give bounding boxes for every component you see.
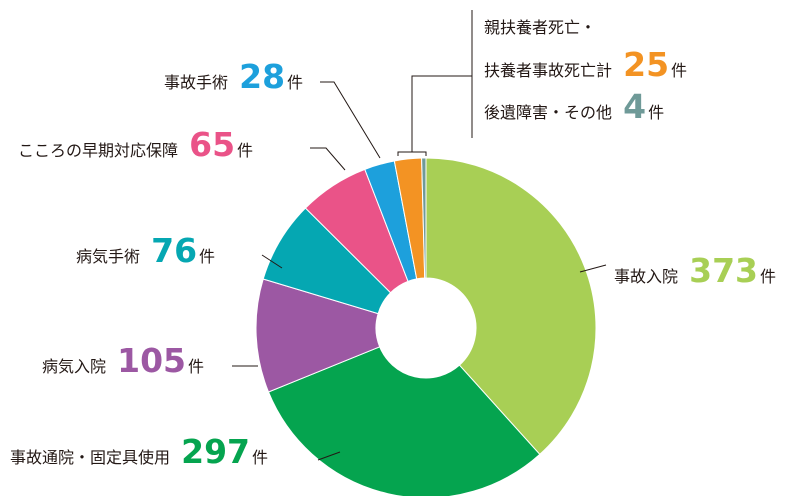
label-byoki-nyuin: 病気入院 105 件	[42, 344, 204, 377]
label-byoki-shujutsu: 病気手術 76 件	[76, 234, 215, 267]
leader-byoki-shujutsu	[261, 254, 283, 269]
leader-jiko-tsuin	[317, 451, 341, 461]
unit-text: 件	[671, 61, 688, 80]
category-text: 扶養者事故死亡計	[484, 61, 613, 80]
label-shibo: 扶養者事故死亡計 25 件	[484, 48, 687, 81]
unit-text: 件	[188, 357, 205, 376]
label-jiko-shujutsu: 事故手術 28 件	[164, 60, 303, 93]
category-text: 事故通院・固定具使用	[10, 448, 171, 467]
leader-jiko-nyuin	[579, 264, 607, 273]
value-text: 28	[239, 57, 286, 96]
value-text: 373	[689, 251, 758, 290]
unit-text: 件	[199, 247, 216, 266]
unit-text: 件	[287, 73, 304, 92]
unit-text: 件	[252, 448, 269, 467]
unit-text: 件	[648, 103, 665, 122]
leader-bracket-stem	[411, 75, 472, 152]
category-text: 事故入院	[614, 267, 679, 286]
value-text: 4	[623, 87, 647, 126]
value-text: 25	[623, 45, 670, 84]
value-text: 65	[189, 125, 236, 164]
value-text: 297	[181, 432, 250, 471]
leader-kokoro	[310, 147, 346, 171]
category-text: 後遺障害・その他	[484, 103, 613, 122]
value-text: 105	[117, 341, 186, 380]
label-jiko-nyuin: 事故入院 373 件	[614, 254, 776, 287]
category-text: こころの早期対応保障	[18, 141, 179, 160]
value-text: 76	[151, 231, 198, 270]
donut-slice-0	[425, 157, 597, 456]
category-text: 事故手術	[164, 73, 229, 92]
category-text: 病気手術	[76, 247, 141, 266]
label-kokoro: こころの早期対応保障 65 件	[18, 128, 253, 161]
leader-bracket	[397, 151, 427, 156]
unit-text: 件	[237, 141, 254, 160]
label-shibo-line1: 親扶養者死亡・	[484, 20, 596, 36]
donut-slice-2	[255, 278, 381, 393]
unit-text: 件	[760, 267, 777, 286]
category-text: 病気入院	[42, 357, 107, 376]
donut-slice-1	[267, 346, 541, 496]
label-jiko-tsuin: 事故通院・固定具使用 297 件	[10, 435, 268, 468]
leader-jiko-shujutsu	[320, 81, 381, 159]
category-text: 親扶養者死亡・	[484, 18, 597, 37]
donut-slice-7	[421, 157, 427, 279]
